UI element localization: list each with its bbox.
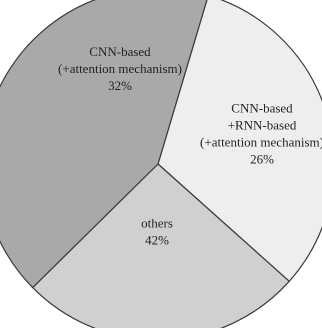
pie-slice-3 — [0, 0, 208, 289]
slice-category-label: CNN-based — [231, 101, 293, 116]
slice-label-2: CNN-based +RNN-based (+attention mechanism… — [200, 101, 322, 167]
slice-value-label: 42% — [145, 233, 169, 248]
slice-value-label: 32% — [108, 78, 132, 93]
slice-category-label: +RNN-based — [228, 118, 297, 133]
labels-layer: CNN-based (+attention mechanism) 32%CNN-ba… — [58, 44, 322, 248]
slice-label-3: others 42% — [141, 216, 173, 248]
pie-slice-1 — [157, 0, 322, 283]
pie-slice-2 — [31, 163, 291, 328]
slice-value-label: 26% — [250, 152, 274, 167]
slice-category-label: others — [141, 216, 173, 231]
slice-label-1: CNN-based (+attention mechanism) 32% — [58, 44, 182, 93]
slice-category-label: (+attention mechanism) — [58, 61, 182, 76]
slice-category-label: (+attention mechanism) — [200, 135, 322, 150]
slice-category-label: CNN-based — [89, 44, 151, 59]
